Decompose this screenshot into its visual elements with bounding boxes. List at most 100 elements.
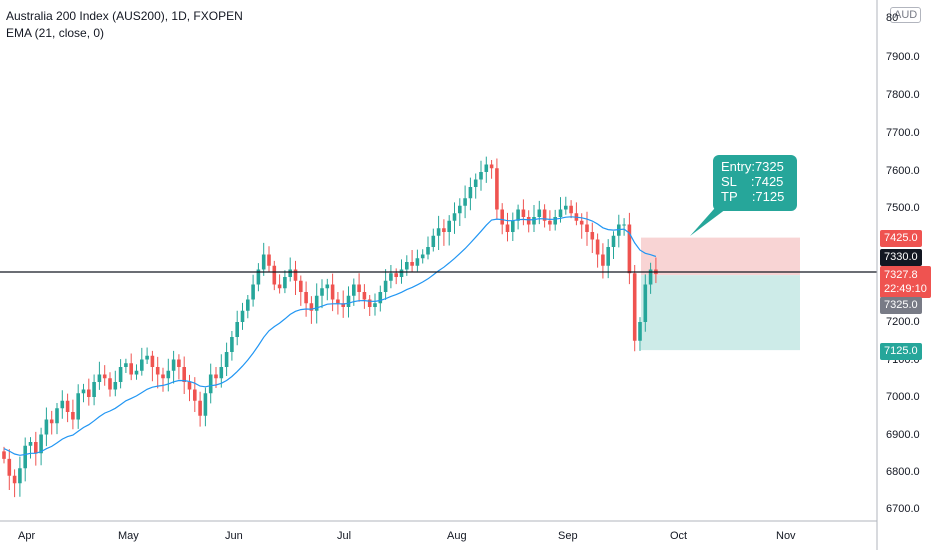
candle-body [65,400,70,412]
candle-body [521,209,526,217]
candle-body [643,284,648,322]
candle-body [124,363,128,367]
candle-body [18,468,22,484]
candle-body [516,209,520,221]
candle-body [420,254,425,259]
candle-body [23,445,27,469]
candle-body [569,205,573,214]
time-axis-label: Sep [558,530,578,542]
candle-body [92,382,96,397]
candle-body [150,355,155,367]
candle-body [394,273,398,277]
candle-body [336,299,340,304]
candle-body [357,284,361,292]
candle-body [627,224,632,274]
candle-body [134,370,139,375]
candle-body [346,295,351,307]
candle-body [219,367,224,379]
candle-body [431,235,436,247]
currency-badge[interactable]: AUD [890,7,922,23]
stop-loss-zone[interactable] [641,237,800,276]
candle-body [341,303,345,307]
price-axis-label: 7900.0 [886,51,920,63]
candle-body [28,442,33,446]
candle-body [2,451,6,459]
candle-body [405,262,409,270]
candle-body [463,198,467,206]
trade-callout[interactable]: Entry:7325 SL :7425 TP :7125 [713,155,797,211]
candle-body [208,374,213,394]
candle-body [511,220,515,232]
candle-body [251,284,255,300]
candle-body [500,209,504,225]
candle-body [55,408,59,424]
candle-body [60,400,65,409]
candle-body [373,303,377,307]
candle-body [155,367,160,375]
candle-body [145,355,149,360]
last-price-tag: 7327.8 22:49:10 [880,266,931,298]
candle-body [261,254,266,270]
candle-body [293,269,298,281]
candle-body [452,213,457,221]
candle-body [611,235,616,247]
candle-body [299,280,303,292]
candle-body [489,164,494,169]
candle-body [272,265,277,285]
candle-body [526,217,531,225]
stop-price-tag: 7425.0 [880,230,922,247]
candle-body [193,389,197,401]
candle-body [203,393,208,416]
candle-body [113,382,118,390]
price-axis-label: 7000.0 [886,391,920,403]
time-axis-label: Jul [337,530,352,542]
price-axis-label: 6800.0 [886,466,920,478]
candle-body [129,363,133,375]
candle-body [590,232,595,240]
candle-body [542,209,547,221]
time-axis-label: Apr [18,530,36,542]
candle-body [638,322,642,341]
candle-body [246,299,250,311]
candle-body [267,254,271,266]
target-price-tag: 7125.0 [880,343,922,360]
candle-body [87,389,91,397]
last-price-value: 7327.8 [884,269,918,281]
candle-body [579,220,584,225]
candle-body [214,374,218,379]
ema-line [3,216,657,456]
candle-body [479,172,483,180]
candle-body [426,247,430,255]
price-axis-label: 7600.0 [886,165,920,177]
candle-body [198,400,202,416]
candle-body [484,164,489,172]
indicator-label[interactable]: EMA (21, close, 0) [6,26,105,40]
candle-body [140,359,144,371]
candle-body [39,434,43,454]
candle-body [632,273,637,341]
crosshair-price-tag: 7330.0 [880,249,922,266]
candle-body [532,217,536,225]
candle-body [44,419,49,435]
candle-body [118,367,123,382]
price-axis-label: 7700.0 [886,127,920,139]
price-axis-label: 80 [886,12,899,24]
time-axis-label: Nov [776,530,796,542]
take-profit-zone[interactable] [641,275,800,351]
candle-body [606,247,610,266]
candle-body [389,273,393,281]
candle-body [362,292,367,300]
price-axis-label: 6900.0 [886,429,920,441]
candle-body [49,419,54,424]
candle-body [283,277,287,289]
time-axis-label: May [118,530,139,542]
candle-body [601,254,605,266]
callout-tp: TP :7125 [721,189,785,204]
symbol-title[interactable]: Australia 200 Index (AUS200), 1D, FXOPEN [6,9,243,23]
candle-body [161,374,165,379]
candle-body [410,262,414,266]
candle-body [473,179,478,187]
candle-body [383,280,388,292]
